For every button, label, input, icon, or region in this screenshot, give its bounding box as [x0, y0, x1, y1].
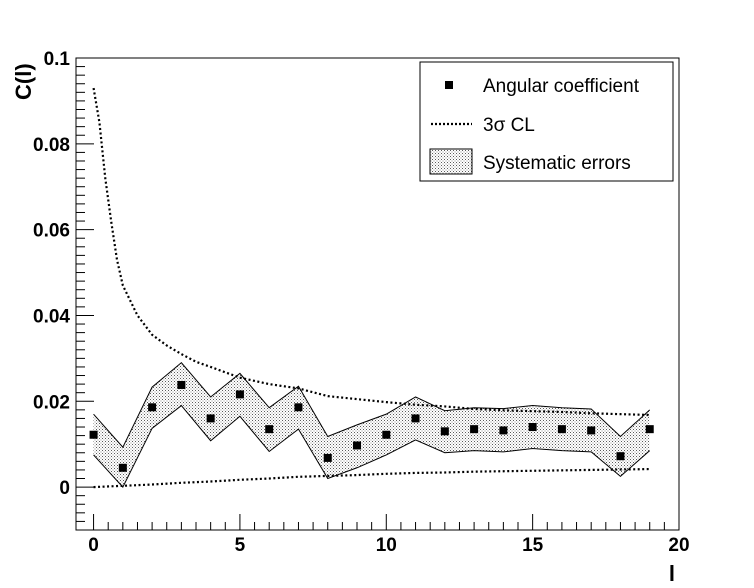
y-tick-label: 0.08 [33, 135, 70, 156]
y-axis-title: C(l) [11, 63, 36, 100]
x-tick-label: 20 [668, 535, 689, 556]
y-tick-label: 0.06 [33, 221, 70, 242]
legend-label-angular: Angular coefficient [483, 76, 640, 97]
point-layer [89, 380, 654, 472]
data-point [645, 425, 654, 434]
data-point [294, 403, 303, 412]
data-point [265, 425, 274, 434]
data-point [499, 426, 508, 435]
legend: Angular coefficient 3σ CL Systematic err… [419, 61, 674, 182]
data-point [587, 426, 596, 435]
data-point [557, 425, 566, 434]
data-point [616, 452, 625, 461]
x-axis-title: l [669, 561, 675, 586]
x-tick-label: 5 [235, 535, 246, 556]
data-point [440, 427, 449, 436]
x-tick-label: 0 [88, 535, 99, 556]
y-tick-label: 0.04 [33, 306, 70, 327]
cl-curve-lower [93, 467, 650, 489]
line-layer [92, 87, 650, 489]
systematic-band-upper-edge [93, 361, 651, 449]
systematic-band-lower-edge [93, 404, 651, 488]
data-point [323, 453, 332, 462]
band-layer [93, 361, 651, 488]
y-tick-label: 0 [59, 478, 70, 499]
data-point [235, 390, 244, 399]
data-point [148, 403, 157, 412]
data-point [177, 380, 186, 389]
legend-marker-square [445, 81, 453, 89]
data-point [89, 430, 98, 439]
y-axis: 0 0.02 0.04 0.06 0.08 0.1 [33, 49, 94, 531]
legend-label-systematic: Systematic errors [483, 153, 631, 174]
data-point [382, 430, 391, 439]
data-point [411, 414, 420, 423]
data-point [528, 423, 537, 432]
data-point [118, 463, 127, 472]
y-tick-label: 0.1 [44, 49, 71, 70]
systematic-band [93, 362, 650, 488]
x-tick-label: 15 [522, 535, 544, 556]
data-point [470, 425, 479, 434]
legend-marker-band [429, 148, 473, 175]
frame [75, 57, 680, 531]
x-tick-label: 10 [376, 535, 397, 556]
y-tick-label: 0.02 [33, 392, 70, 413]
data-point [206, 414, 215, 423]
x-axis: 0 5 10 15 20 [88, 514, 690, 556]
data-point [353, 441, 362, 450]
legend-label-cl: 3σ CL [483, 115, 535, 136]
